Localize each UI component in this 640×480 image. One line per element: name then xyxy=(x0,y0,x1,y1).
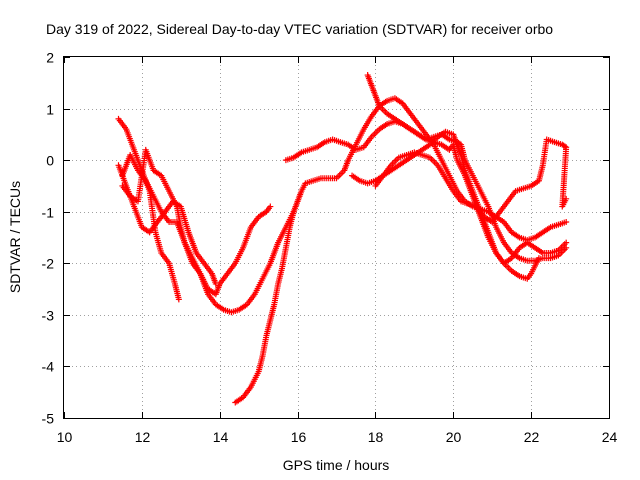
y-tick-label: 2 xyxy=(46,50,54,66)
series-s5 xyxy=(232,95,570,406)
data-point xyxy=(563,239,570,246)
series-s8 xyxy=(349,128,542,282)
data-point xyxy=(175,296,182,303)
series-s9 xyxy=(372,136,570,226)
y-tick-label: -3 xyxy=(42,308,55,324)
x-tick-label: 22 xyxy=(524,429,540,445)
data-point xyxy=(267,203,274,210)
x-tick-labels: 10 12 14 16 18 20 22 24 xyxy=(57,429,618,445)
y-tick-label: -2 xyxy=(42,256,55,272)
chart-title: Day 319 of 2022, Sidereal Day-to-day VTE… xyxy=(46,21,553,37)
series-s1 xyxy=(115,115,182,303)
series-s7 xyxy=(364,72,570,264)
x-tick-label: 12 xyxy=(135,429,151,445)
x-tick-label: 18 xyxy=(368,429,384,445)
y-tick-label: 0 xyxy=(46,153,54,169)
x-tick-label: 24 xyxy=(602,429,618,445)
x-tick-label: 10 xyxy=(57,429,73,445)
data-point xyxy=(563,244,570,251)
x-axis-title: GPS time / hours xyxy=(283,457,390,473)
data-points xyxy=(115,72,570,406)
axis-ticks xyxy=(64,57,610,419)
y-tick-label: -4 xyxy=(42,359,55,375)
y-tick-label: -1 xyxy=(42,205,55,221)
y-tick-label: -5 xyxy=(42,411,55,427)
series-s3 xyxy=(119,151,274,298)
x-tick-label: 14 xyxy=(213,429,229,445)
y-tick-labels: -5 -4 -3 -2 -1 0 1 2 xyxy=(42,50,55,427)
data-point xyxy=(535,255,542,262)
x-tick-label: 20 xyxy=(446,429,462,445)
plot-frame xyxy=(63,56,610,419)
data-point xyxy=(561,143,568,150)
x-tick-label: 16 xyxy=(291,429,307,445)
series-s4 xyxy=(119,146,297,316)
y-tick-label: 1 xyxy=(46,102,54,118)
data-point xyxy=(563,219,570,226)
y-axis-title: SDTVAR / TECUs xyxy=(7,181,23,293)
data-point xyxy=(563,195,570,202)
